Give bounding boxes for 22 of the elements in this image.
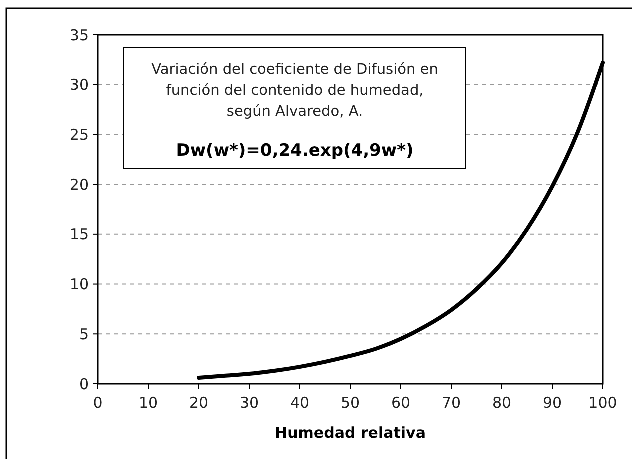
y-tick-label: 20 [70,176,89,194]
x-tick-label: 100 [588,394,618,412]
x-tick-label: 50 [340,394,360,412]
x-tick-label: 60 [391,394,411,412]
x-tick-label: 70 [442,394,462,412]
y-tick-label: 30 [70,76,89,94]
x-tick-label: 90 [542,394,562,412]
y-tick-label: 15 [70,226,89,244]
annotation: Variación del coeficiente de Difusión en función del contenido de humedad, según Alvaredo, A. [152,62,438,120]
x-tick-label: 40 [290,394,310,412]
x-axis-title: Humedad relativa [275,424,426,442]
x-tick-label: 80 [492,394,512,412]
x-tick-label: 0 [93,394,103,412]
x-tick-label: 30 [240,394,260,412]
annotation: Dw(w*)=0,24.exp(4,9w*) [176,141,414,161]
y-tick-label: 25 [70,126,89,144]
y-tick-label: 35 [70,26,89,44]
y-tick-label: 10 [70,276,89,294]
x-tick-label: 20 [189,394,209,412]
x-tick-label: 10 [138,394,158,412]
y-tick-label: 5 [79,325,89,344]
y-tick-label: 0 [79,375,89,394]
